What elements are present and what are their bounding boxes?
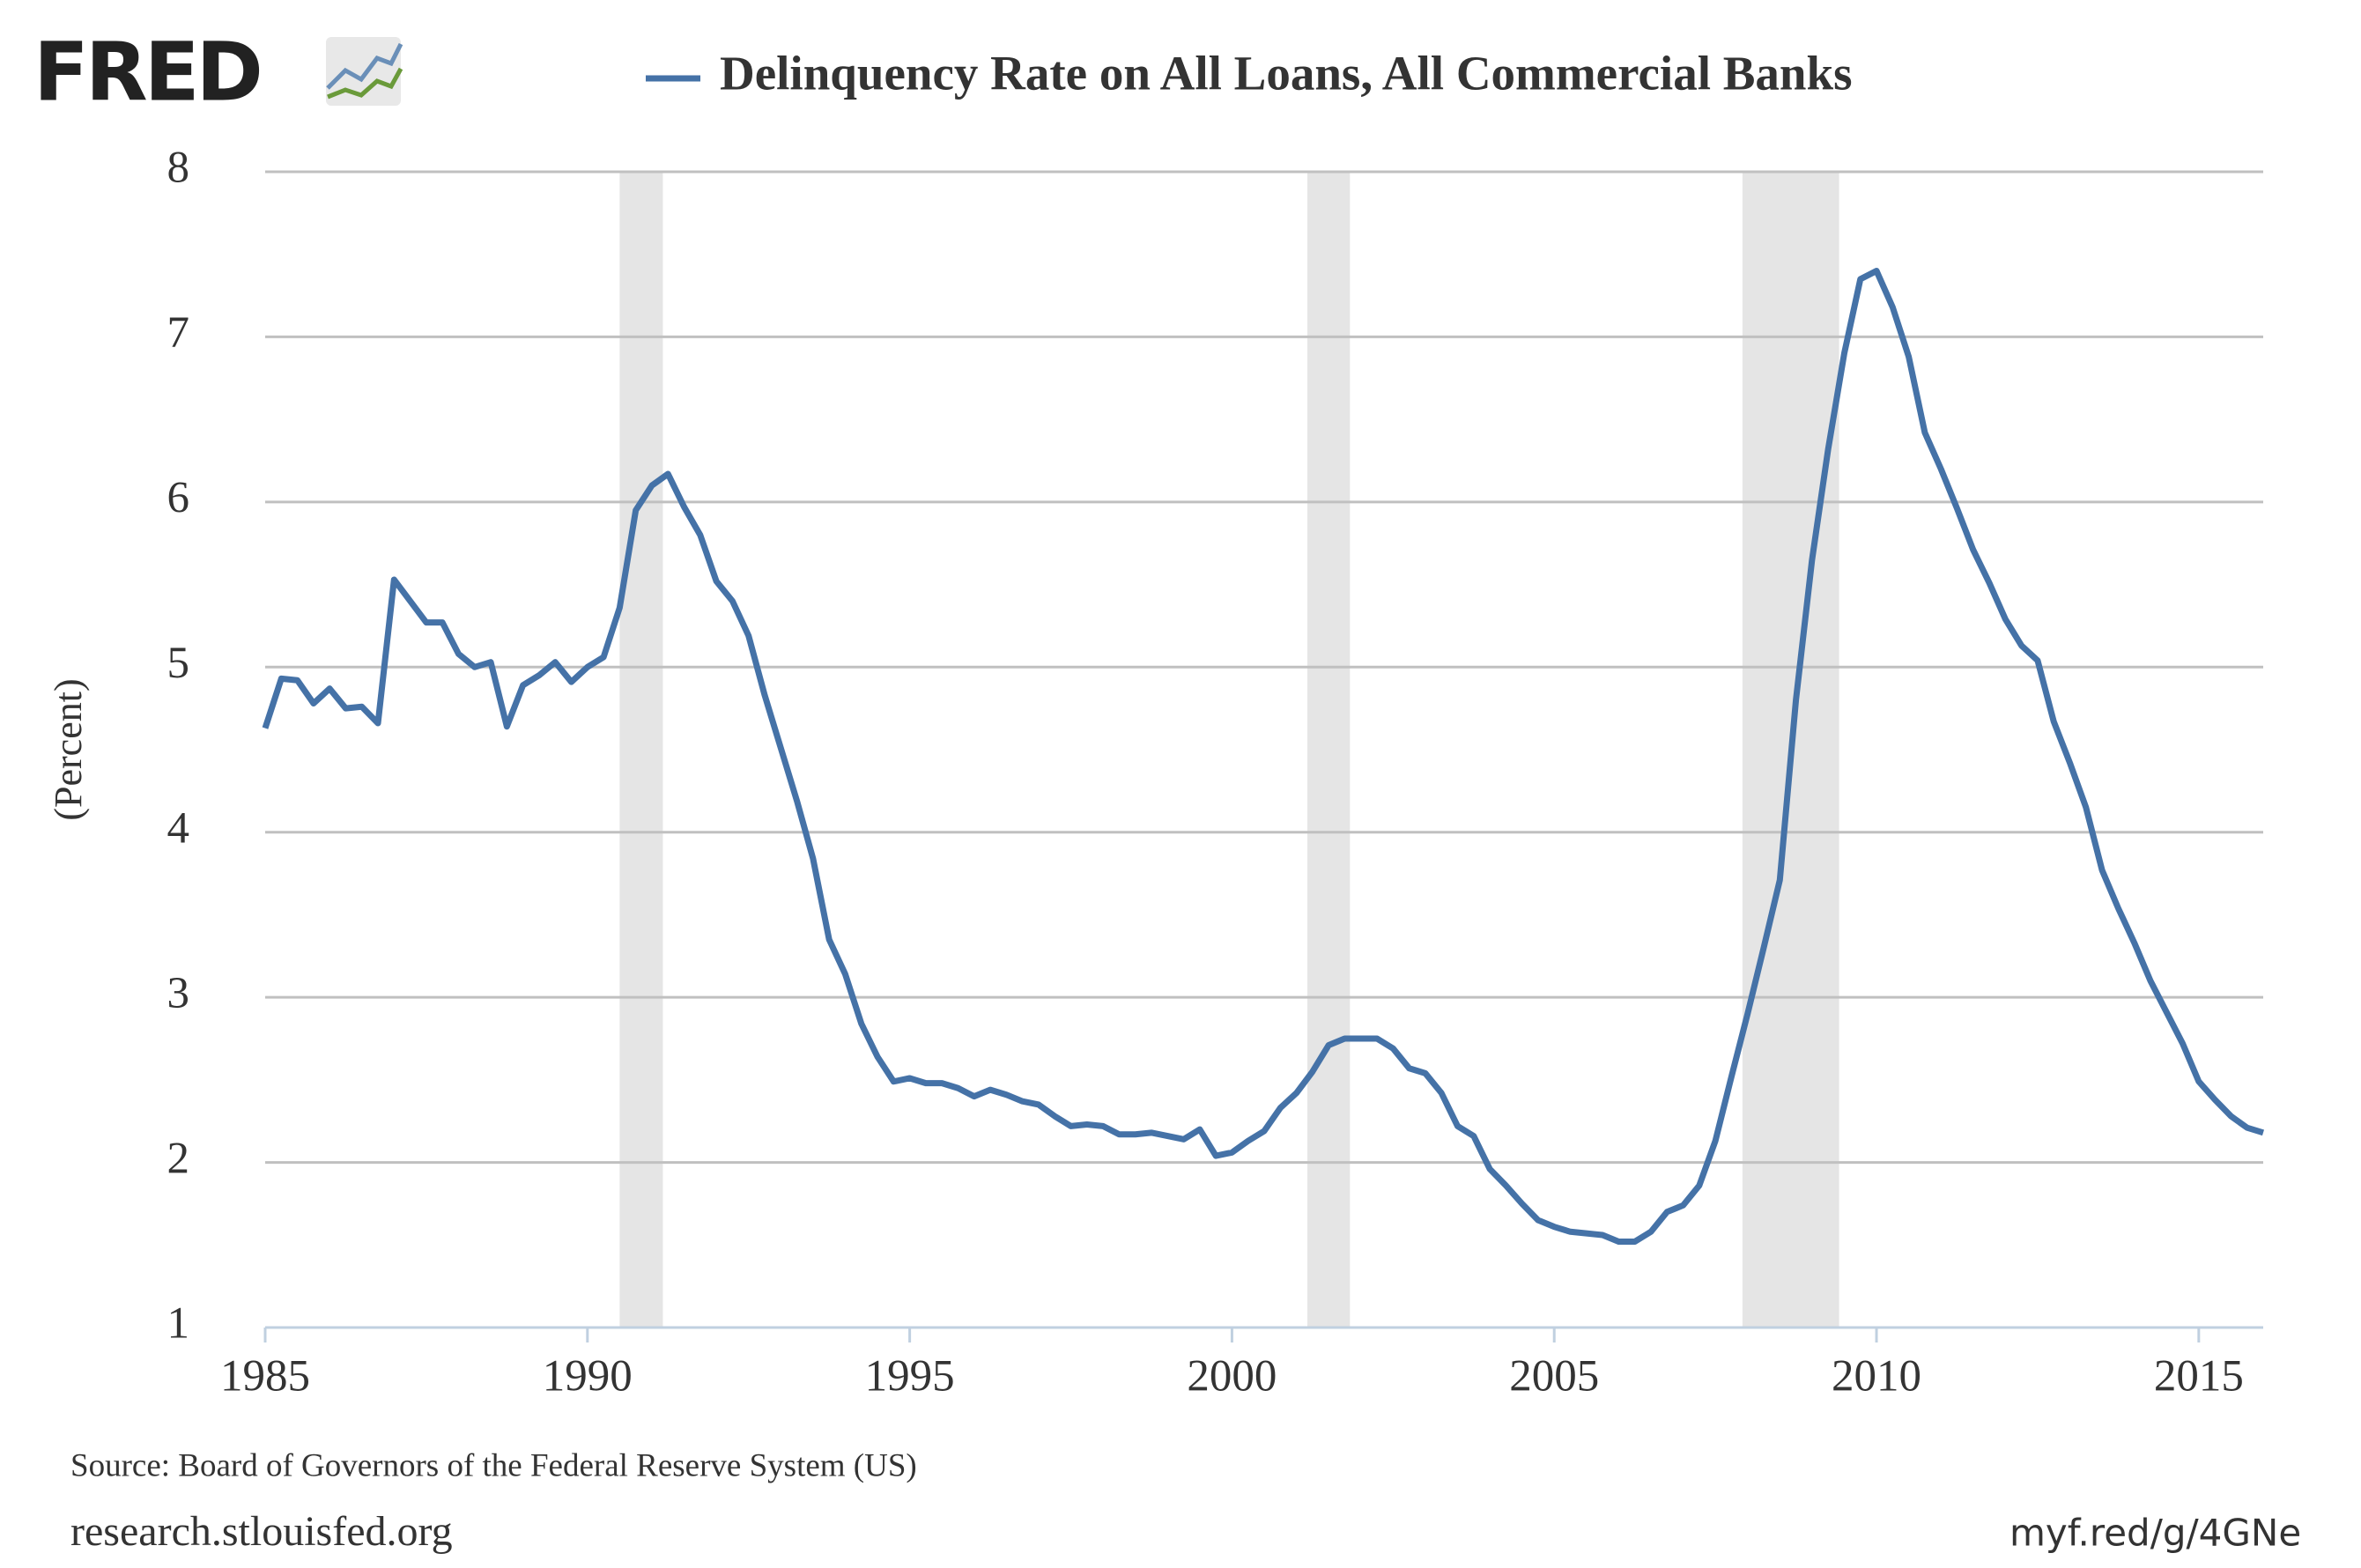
y-tick-label: 4: [167, 803, 190, 853]
x-tick-label: 1985: [220, 1352, 310, 1402]
y-tick-label: 6: [167, 474, 190, 523]
x-tick-label: 1995: [865, 1352, 955, 1402]
y-tick-label: 1: [167, 1299, 190, 1349]
data-line: [262, 267, 2265, 1246]
footer-left: research.stlouisfed.org: [70, 1508, 453, 1555]
y-tick-label: 5: [167, 639, 190, 688]
logo-icon: [326, 37, 403, 106]
legend-title: Delinquency Rate on All Loans, All Comme…: [720, 47, 1853, 100]
recession-band: [619, 172, 663, 1328]
footer-right: myf.red/g/4GNe: [2009, 1512, 2301, 1555]
y-tick-label: 7: [167, 308, 190, 358]
recession-band: [1307, 172, 1351, 1328]
y-tick-label: 2: [167, 1134, 190, 1183]
y-axis-label: (Percent): [47, 678, 90, 820]
y-tick-label: 3: [167, 969, 190, 1018]
x-tick-label: 2005: [1509, 1352, 1599, 1402]
logo: FRED: [33, 25, 260, 119]
x-tick-label: 1990: [543, 1352, 633, 1402]
y-tick-label: 8: [167, 144, 190, 193]
x-tick-label: 2015: [2154, 1352, 2244, 1402]
x-tick-label: 2000: [1187, 1352, 1277, 1402]
x-tick-label: 2010: [1832, 1352, 1921, 1402]
source: Source: Board of Governors of the Federa…: [70, 1447, 917, 1483]
